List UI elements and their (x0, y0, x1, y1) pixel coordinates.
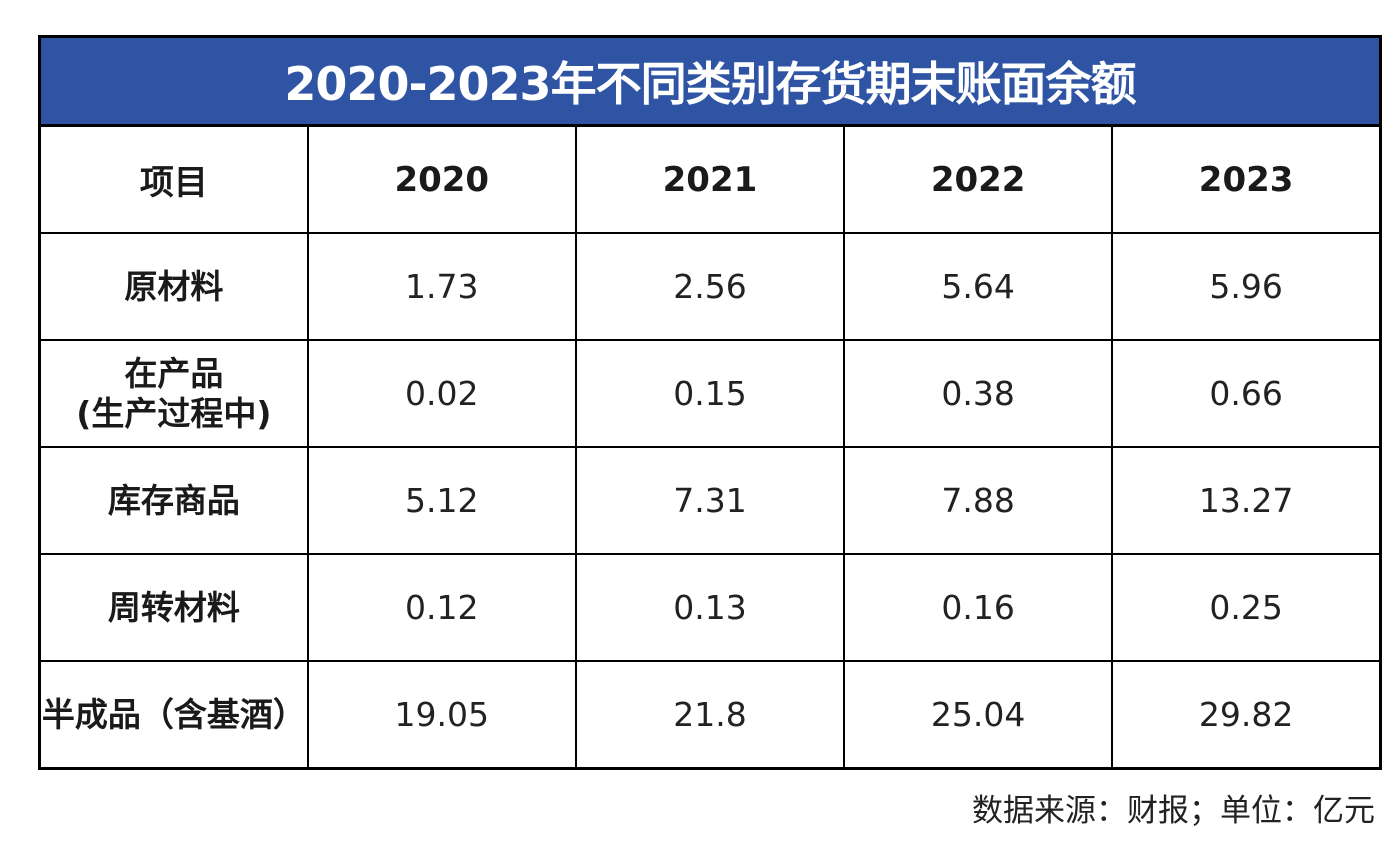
table-row: 半成品（含基酒） 19.05 21.8 25.04 29.82 (38, 660, 1382, 770)
row-label-text: 周转材料 (107, 587, 240, 627)
table-cell: 5.96 (1111, 232, 1382, 341)
table-cell: 29.82 (1111, 660, 1382, 770)
column-header-item: 项目 (38, 124, 309, 234)
row-label-subtext: (生产过程中) (76, 393, 272, 433)
table-cell: 0.25 (1111, 553, 1382, 662)
column-header-2021: 2021 (574, 124, 846, 234)
column-header-2022: 2022 (843, 124, 1114, 234)
column-header-2020: 2020 (306, 124, 577, 234)
row-label: 周转材料 (38, 553, 309, 662)
table-cell: 0.16 (843, 553, 1114, 662)
table-row: 在产品 (生产过程中) 0.02 0.15 0.38 0.66 (38, 339, 1382, 448)
row-label: 原材料 (38, 232, 309, 341)
table-cell: 0.66 (1111, 339, 1382, 448)
inventory-table-container: 2020-2023年不同类别存货期末账面余额 项目 2020 2021 2022… (38, 35, 1382, 770)
table-cell: 7.88 (843, 446, 1114, 555)
table-row: 库存商品 5.12 7.31 7.88 13.27 (38, 446, 1382, 555)
table-cell: 19.05 (306, 660, 577, 770)
table-cell: 5.64 (843, 232, 1114, 341)
table-title: 2020-2023年不同类别存货期末账面余额 (38, 35, 1382, 127)
table-cell: 25.04 (843, 660, 1114, 770)
row-label-text: 原材料 (124, 266, 224, 306)
inventory-table: 2020-2023年不同类别存货期末账面余额 项目 2020 2021 2022… (38, 35, 1382, 770)
row-label-text: 半成品（含基酒） (41, 694, 306, 734)
title-row: 2020-2023年不同类别存货期末账面余额 (38, 35, 1382, 127)
table-cell: 21.8 (574, 660, 846, 770)
row-label: 半成品（含基酒） (38, 660, 309, 770)
table-row: 原材料 1.73 2.56 5.64 5.96 (38, 232, 1382, 341)
source-note: 数据来源：财报；单位：亿元 (972, 793, 1375, 829)
table-cell: 0.38 (843, 339, 1114, 448)
table-cell: 0.12 (306, 553, 577, 662)
header-row: 项目 2020 2021 2022 2023 (38, 124, 1382, 234)
table-row: 周转材料 0.12 0.13 0.16 0.25 (38, 553, 1382, 662)
table-cell: 1.73 (306, 232, 577, 341)
column-header-2023: 2023 (1111, 124, 1382, 234)
table-cell: 13.27 (1111, 446, 1382, 555)
table-cell: 0.02 (306, 339, 577, 448)
row-label-text: 库存商品 (107, 480, 240, 520)
row-label-text: 在产品 (124, 353, 224, 393)
table-cell: 0.13 (574, 553, 846, 662)
table-cell: 0.15 (574, 339, 846, 448)
row-label: 库存商品 (38, 446, 309, 555)
table-cell: 2.56 (574, 232, 846, 341)
row-label: 在产品 (生产过程中) (38, 339, 309, 448)
table-cell: 7.31 (574, 446, 846, 555)
table-cell: 5.12 (306, 446, 577, 555)
